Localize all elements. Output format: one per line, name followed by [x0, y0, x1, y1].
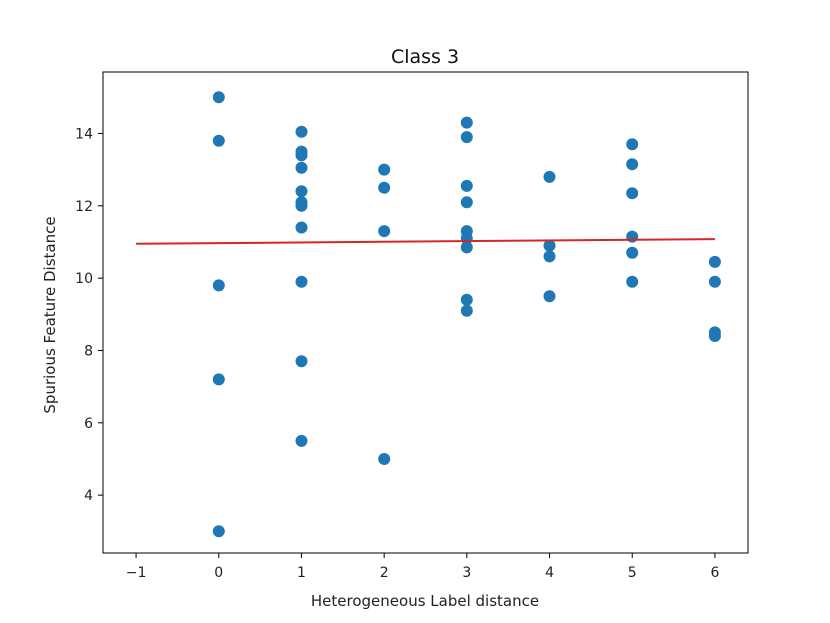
data-point: [626, 158, 639, 171]
x-axis-label: Heterogeneous Label distance: [311, 592, 539, 610]
data-point: [212, 134, 225, 147]
data-point: [626, 187, 639, 200]
data-point: [708, 255, 721, 268]
trend-line: [136, 238, 715, 245]
data-point: [212, 91, 225, 104]
data-point: [295, 199, 308, 212]
x-tick-label: 2: [380, 565, 389, 581]
x-axis: −1 0 1 2 3 4 5 6: [126, 553, 719, 581]
data-point: [543, 170, 556, 183]
y-tick-label: 8: [84, 343, 93, 359]
data-point: [543, 290, 556, 303]
chart-title: Class 3: [391, 46, 459, 68]
data-point: [212, 525, 225, 538]
plot-frame: [102, 71, 749, 554]
x-tick-label: 0: [214, 565, 223, 581]
data-point: [460, 293, 473, 306]
data-point: [378, 163, 391, 176]
data-point: [543, 239, 556, 252]
data-point: [460, 116, 473, 129]
data-point: [295, 434, 308, 447]
x-tick-label: 4: [545, 565, 554, 581]
data-point: [460, 179, 473, 192]
x-tick-label: 3: [462, 565, 471, 581]
data-point: [460, 304, 473, 317]
y-tick-label: 10: [75, 271, 93, 287]
data-point: [378, 225, 391, 238]
data-point: [295, 149, 308, 162]
y-tick-label: 4: [84, 488, 93, 504]
x-tick-label: −1: [126, 565, 147, 581]
data-point: [295, 355, 308, 368]
x-tick-label: 1: [297, 565, 306, 581]
data-point: [378, 453, 391, 465]
data-point: [378, 181, 391, 194]
data-point: [543, 250, 556, 263]
data-point: [212, 373, 225, 386]
data-point: [708, 330, 721, 342]
y-tick-label: 6: [84, 416, 93, 432]
y-axis: 4 6 8 10 12 14: [75, 126, 103, 504]
data-point: [295, 221, 308, 234]
data-point: [460, 196, 473, 209]
y-axis-label: Spurious Feature Distance: [41, 216, 59, 413]
data-point: [460, 241, 473, 254]
data-point: [295, 275, 308, 288]
data-point: [626, 246, 639, 259]
data-point: [295, 161, 308, 174]
y-tick-label: 14: [75, 126, 93, 142]
points-layer: [212, 91, 721, 538]
data-point: [626, 275, 639, 288]
data-point: [212, 279, 225, 292]
x-tick-label: 6: [710, 565, 719, 581]
data-point: [626, 138, 639, 151]
x-tick-label: 5: [628, 565, 637, 581]
trend-layer: [136, 238, 715, 245]
data-point: [295, 185, 308, 198]
data-point: [708, 275, 721, 288]
data-point: [295, 125, 308, 138]
y-tick-label: 12: [75, 199, 93, 215]
data-point: [460, 131, 473, 144]
